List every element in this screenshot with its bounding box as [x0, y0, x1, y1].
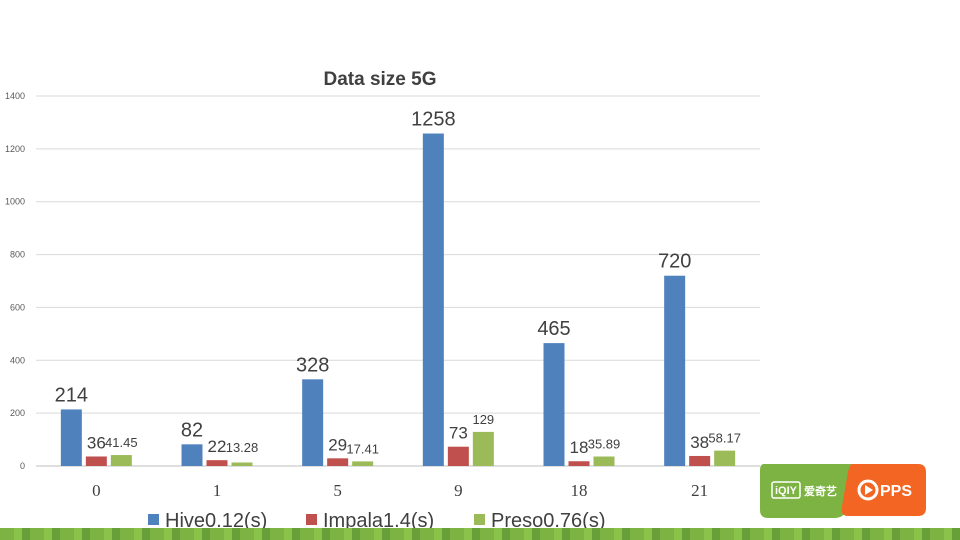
legend-label: Hive0.12(s): [165, 510, 267, 532]
x-tick-label: 5: [333, 481, 342, 500]
bar-0-0: [60, 409, 82, 466]
legend-swatch: [306, 514, 317, 525]
y-tick-label: 1000: [5, 197, 25, 207]
data-label: 720: [658, 251, 691, 273]
pps-logo-shape: [841, 464, 926, 516]
bar-2-4: [593, 456, 615, 466]
data-label: 82: [181, 419, 203, 441]
x-axis-ticks: 0 1 5 9 18 21: [92, 481, 708, 500]
iqiyi-logo-cn: 爱奇艺: [804, 484, 837, 498]
bar-2-5: [714, 450, 736, 466]
x-tick-label: 18: [571, 481, 588, 500]
bar-1-4: [568, 461, 590, 466]
bar-2-2: [352, 461, 374, 466]
legend-label: Impala1.4(s): [323, 510, 434, 532]
data-label: 18: [570, 438, 589, 457]
bars: [60, 133, 736, 466]
chart-title: Data size 5G: [324, 69, 437, 90]
bar-2-3: [472, 431, 494, 466]
y-tick-label: 400: [10, 355, 25, 365]
decorative-bottom-strip: [0, 528, 960, 540]
y-axis-ticks: 0 200 400 600 800 1000 1200 1400: [5, 91, 25, 471]
x-tick-label: 0: [92, 481, 101, 500]
bar-0-1: [181, 444, 203, 466]
data-label: 38: [690, 433, 709, 452]
legend-swatch: [148, 514, 159, 525]
bar-2-1: [231, 462, 253, 466]
legend-swatch: [474, 514, 485, 525]
legend-label: Preso0.76(s): [491, 510, 606, 532]
data-label: 73: [449, 424, 468, 443]
data-label: 58.17: [708, 431, 741, 446]
legend: Hive0.12(s) Impala1.4(s) Preso0.76(s): [148, 510, 606, 532]
data-label: 328: [296, 354, 329, 376]
data-label: 35.89: [588, 437, 621, 452]
bar-1-0: [85, 456, 107, 466]
data-label: 22: [208, 437, 227, 456]
bar-0-4: [543, 343, 565, 466]
x-tick-label: 21: [691, 481, 708, 500]
pps-play-icon: [857, 479, 879, 501]
data-label: 17.41: [346, 441, 379, 456]
bar-1-5: [689, 455, 711, 466]
data-label: 41.45: [105, 435, 138, 450]
data-label: 13.28: [226, 440, 259, 455]
y-tick-label: 800: [10, 250, 25, 260]
iqiyi-logo-text: iQIY: [775, 485, 798, 497]
x-tick-label: 1: [213, 481, 222, 500]
bar-0-2: [302, 379, 324, 466]
data-label: 129: [472, 412, 494, 427]
y-tick-label: 1200: [5, 144, 25, 154]
y-tick-label: 1400: [5, 91, 25, 101]
data-label: 29: [328, 435, 347, 454]
gridlines: [36, 95, 760, 467]
iqiyi-logo-shape: [760, 464, 856, 518]
bar-0-3: [422, 133, 444, 466]
bar-1-1: [206, 460, 228, 466]
y-tick-label: 0: [20, 461, 25, 471]
bar-1-3: [447, 446, 469, 466]
pps-logo-text: PPS: [880, 483, 912, 500]
bar-2-0: [110, 455, 132, 466]
y-tick-label: 600: [10, 302, 25, 312]
data-label: 1258: [411, 109, 456, 131]
data-label: 214: [55, 384, 88, 406]
data-label: 36: [87, 433, 106, 452]
bar-0-5: [664, 275, 686, 466]
bar-1-2: [327, 458, 349, 466]
data-labels: 214 36 41.45 82 22 13.28 328 29 17.41 1258 73 129 46…: [55, 109, 741, 458]
iqiyi-pps-logo: iQIY 爱奇艺 PPS: [760, 464, 926, 518]
y-tick-label: 200: [10, 408, 25, 418]
x-tick-label: 9: [454, 481, 463, 500]
data-label: 465: [537, 318, 570, 340]
